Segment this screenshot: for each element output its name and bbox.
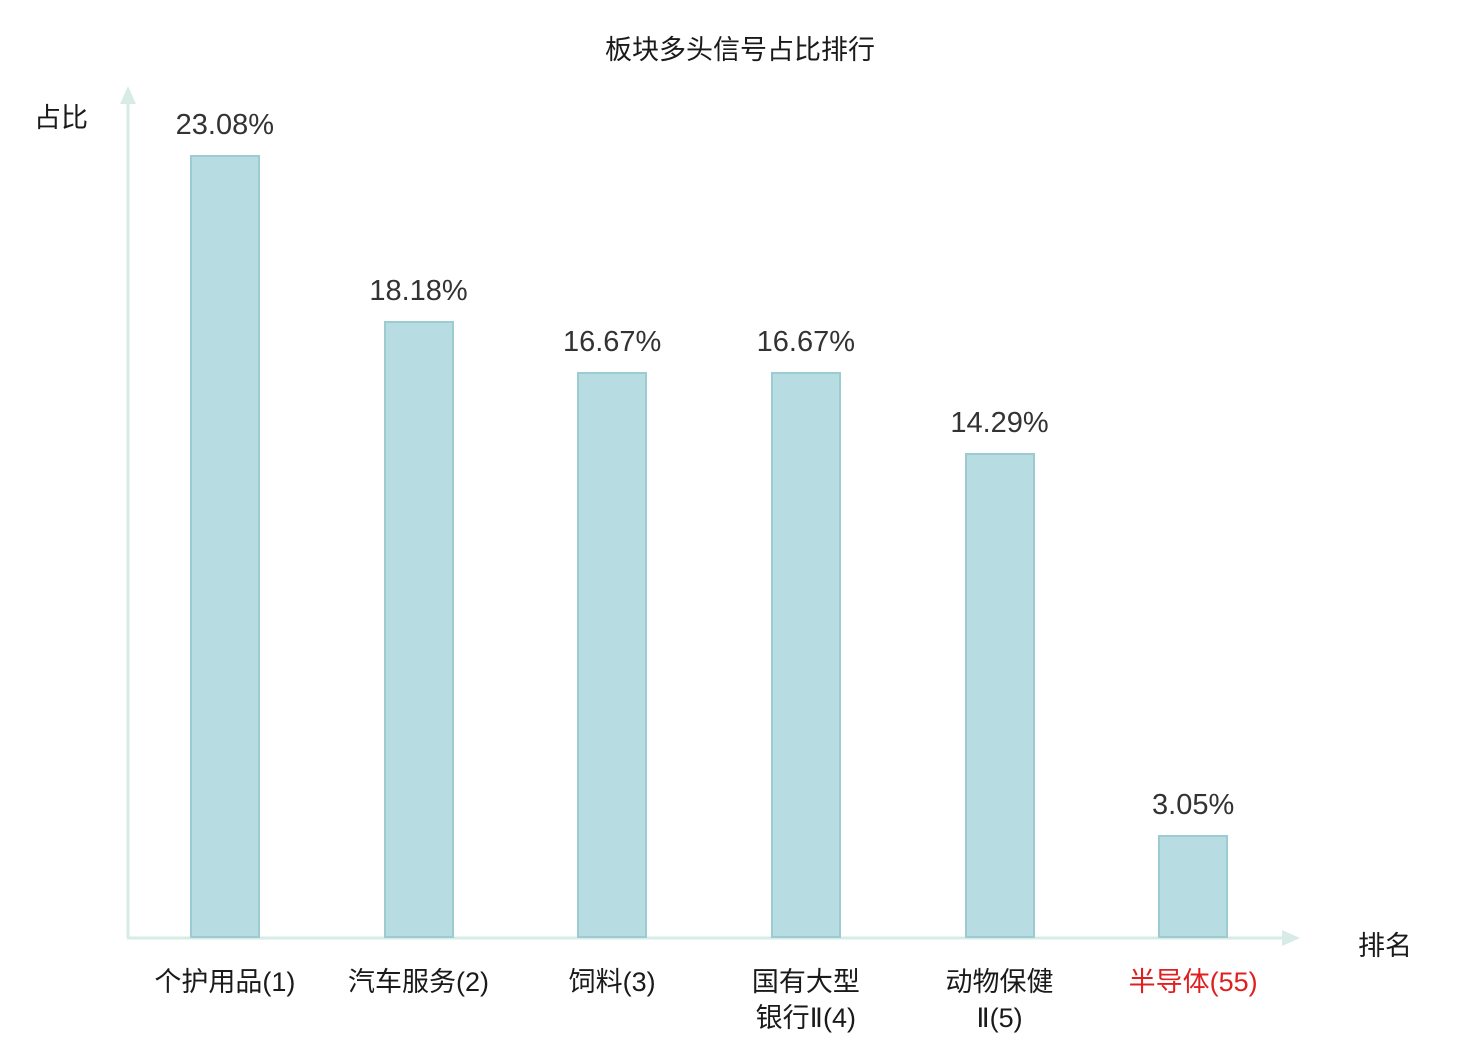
bar bbox=[1158, 834, 1229, 938]
bar-value-label: 16.67% bbox=[756, 326, 856, 359]
chart-title: 板块多头信号占比排行 bbox=[605, 35, 875, 65]
bar bbox=[770, 372, 841, 938]
bar-value-label: 14.29% bbox=[950, 407, 1049, 440]
bar-category-label: 汽车服务(2) bbox=[348, 967, 489, 997]
bar-category-label: 国有大型 银行Ⅱ(4) bbox=[751, 967, 860, 1033]
bar bbox=[577, 372, 648, 938]
y-axis-label: 占比 bbox=[34, 103, 88, 133]
y-axis-arrow-icon bbox=[120, 86, 136, 104]
bar-value-label: 18.18% bbox=[369, 275, 468, 308]
bar bbox=[189, 155, 260, 938]
bar-category-label: 饲料(3) bbox=[568, 967, 656, 997]
bar-category-label: 半导体(55) bbox=[1128, 967, 1258, 997]
x-axis-label: 排名 bbox=[1358, 931, 1412, 961]
bar bbox=[383, 321, 454, 938]
bar bbox=[964, 453, 1035, 938]
bar-value-label: 16.67% bbox=[562, 326, 662, 359]
bar-value-label: 23.08% bbox=[175, 109, 275, 141]
x-axis-arrow-icon bbox=[1282, 930, 1300, 946]
bar-category-label: 个护用品(1) bbox=[154, 967, 296, 997]
bar-value-label: 3.05% bbox=[1152, 788, 1235, 821]
bar-category-label: 动物保健 Ⅱ(5) bbox=[945, 967, 1054, 1033]
